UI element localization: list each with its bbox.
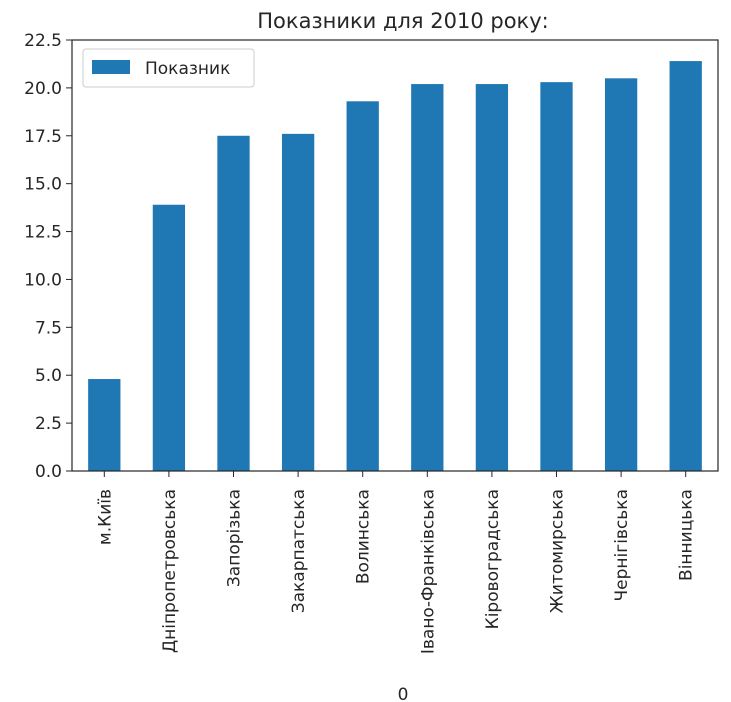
x-axis: м.Київ Дніпропетровська Запорізька Закарпат… bbox=[95, 471, 697, 654]
x-tick-label: Запорізька bbox=[225, 489, 245, 587]
bar-3 bbox=[281, 133, 315, 471]
chart-title: Показники для 2010 року: bbox=[257, 9, 548, 33]
bar-4 bbox=[346, 101, 379, 471]
bars-group bbox=[88, 61, 702, 472]
bar-2 bbox=[217, 135, 250, 471]
bar-6 bbox=[475, 84, 509, 472]
x-tick-label: м.Київ bbox=[95, 489, 115, 545]
x-tick-label: Закарпатська bbox=[289, 489, 309, 613]
bar-1 bbox=[152, 204, 186, 471]
bar-9 bbox=[669, 61, 702, 472]
y-tick-label: 17.5 bbox=[24, 127, 62, 147]
y-tick-label: 0.0 bbox=[35, 462, 62, 482]
legend-box bbox=[82, 48, 255, 88]
y-tick-label: 22.5 bbox=[24, 31, 62, 51]
x-tick-label: Волинська bbox=[354, 489, 374, 584]
y-tick-label: 7.5 bbox=[35, 318, 62, 338]
x-tick-label: Івано-Франківська bbox=[418, 489, 438, 654]
x-tick-label: Дніпропетровська bbox=[160, 489, 180, 653]
y-tick-label: 5.0 bbox=[35, 366, 62, 386]
y-tick-label: 15.0 bbox=[24, 175, 62, 195]
x-tick-label: Чернігівська bbox=[612, 489, 632, 601]
y-tick-label: 20.0 bbox=[24, 79, 62, 99]
y-axis: 0.0 2.5 5.0 7.5 10.0 12.5 15.0 17.5 20.0 22.5 bbox=[24, 31, 72, 482]
legend-swatch bbox=[92, 60, 130, 74]
legend-label: Показник bbox=[145, 59, 230, 79]
bar-7 bbox=[540, 82, 573, 472]
bar-0 bbox=[88, 379, 121, 471]
y-tick-label: 12.5 bbox=[24, 223, 62, 243]
bar-8 bbox=[604, 78, 638, 472]
y-tick-label: 2.5 bbox=[35, 414, 62, 434]
x-axis-label: 0 bbox=[398, 685, 409, 702]
x-tick-label: Кіровоградська bbox=[483, 489, 503, 629]
plot-frame bbox=[71, 39, 719, 472]
bar-5 bbox=[411, 84, 444, 472]
x-tick-label: Вінницька bbox=[677, 489, 697, 581]
legend: Показник bbox=[82, 48, 255, 88]
y-tick-label: 10.0 bbox=[24, 270, 62, 290]
x-tick-label: Житомирська bbox=[548, 489, 568, 613]
